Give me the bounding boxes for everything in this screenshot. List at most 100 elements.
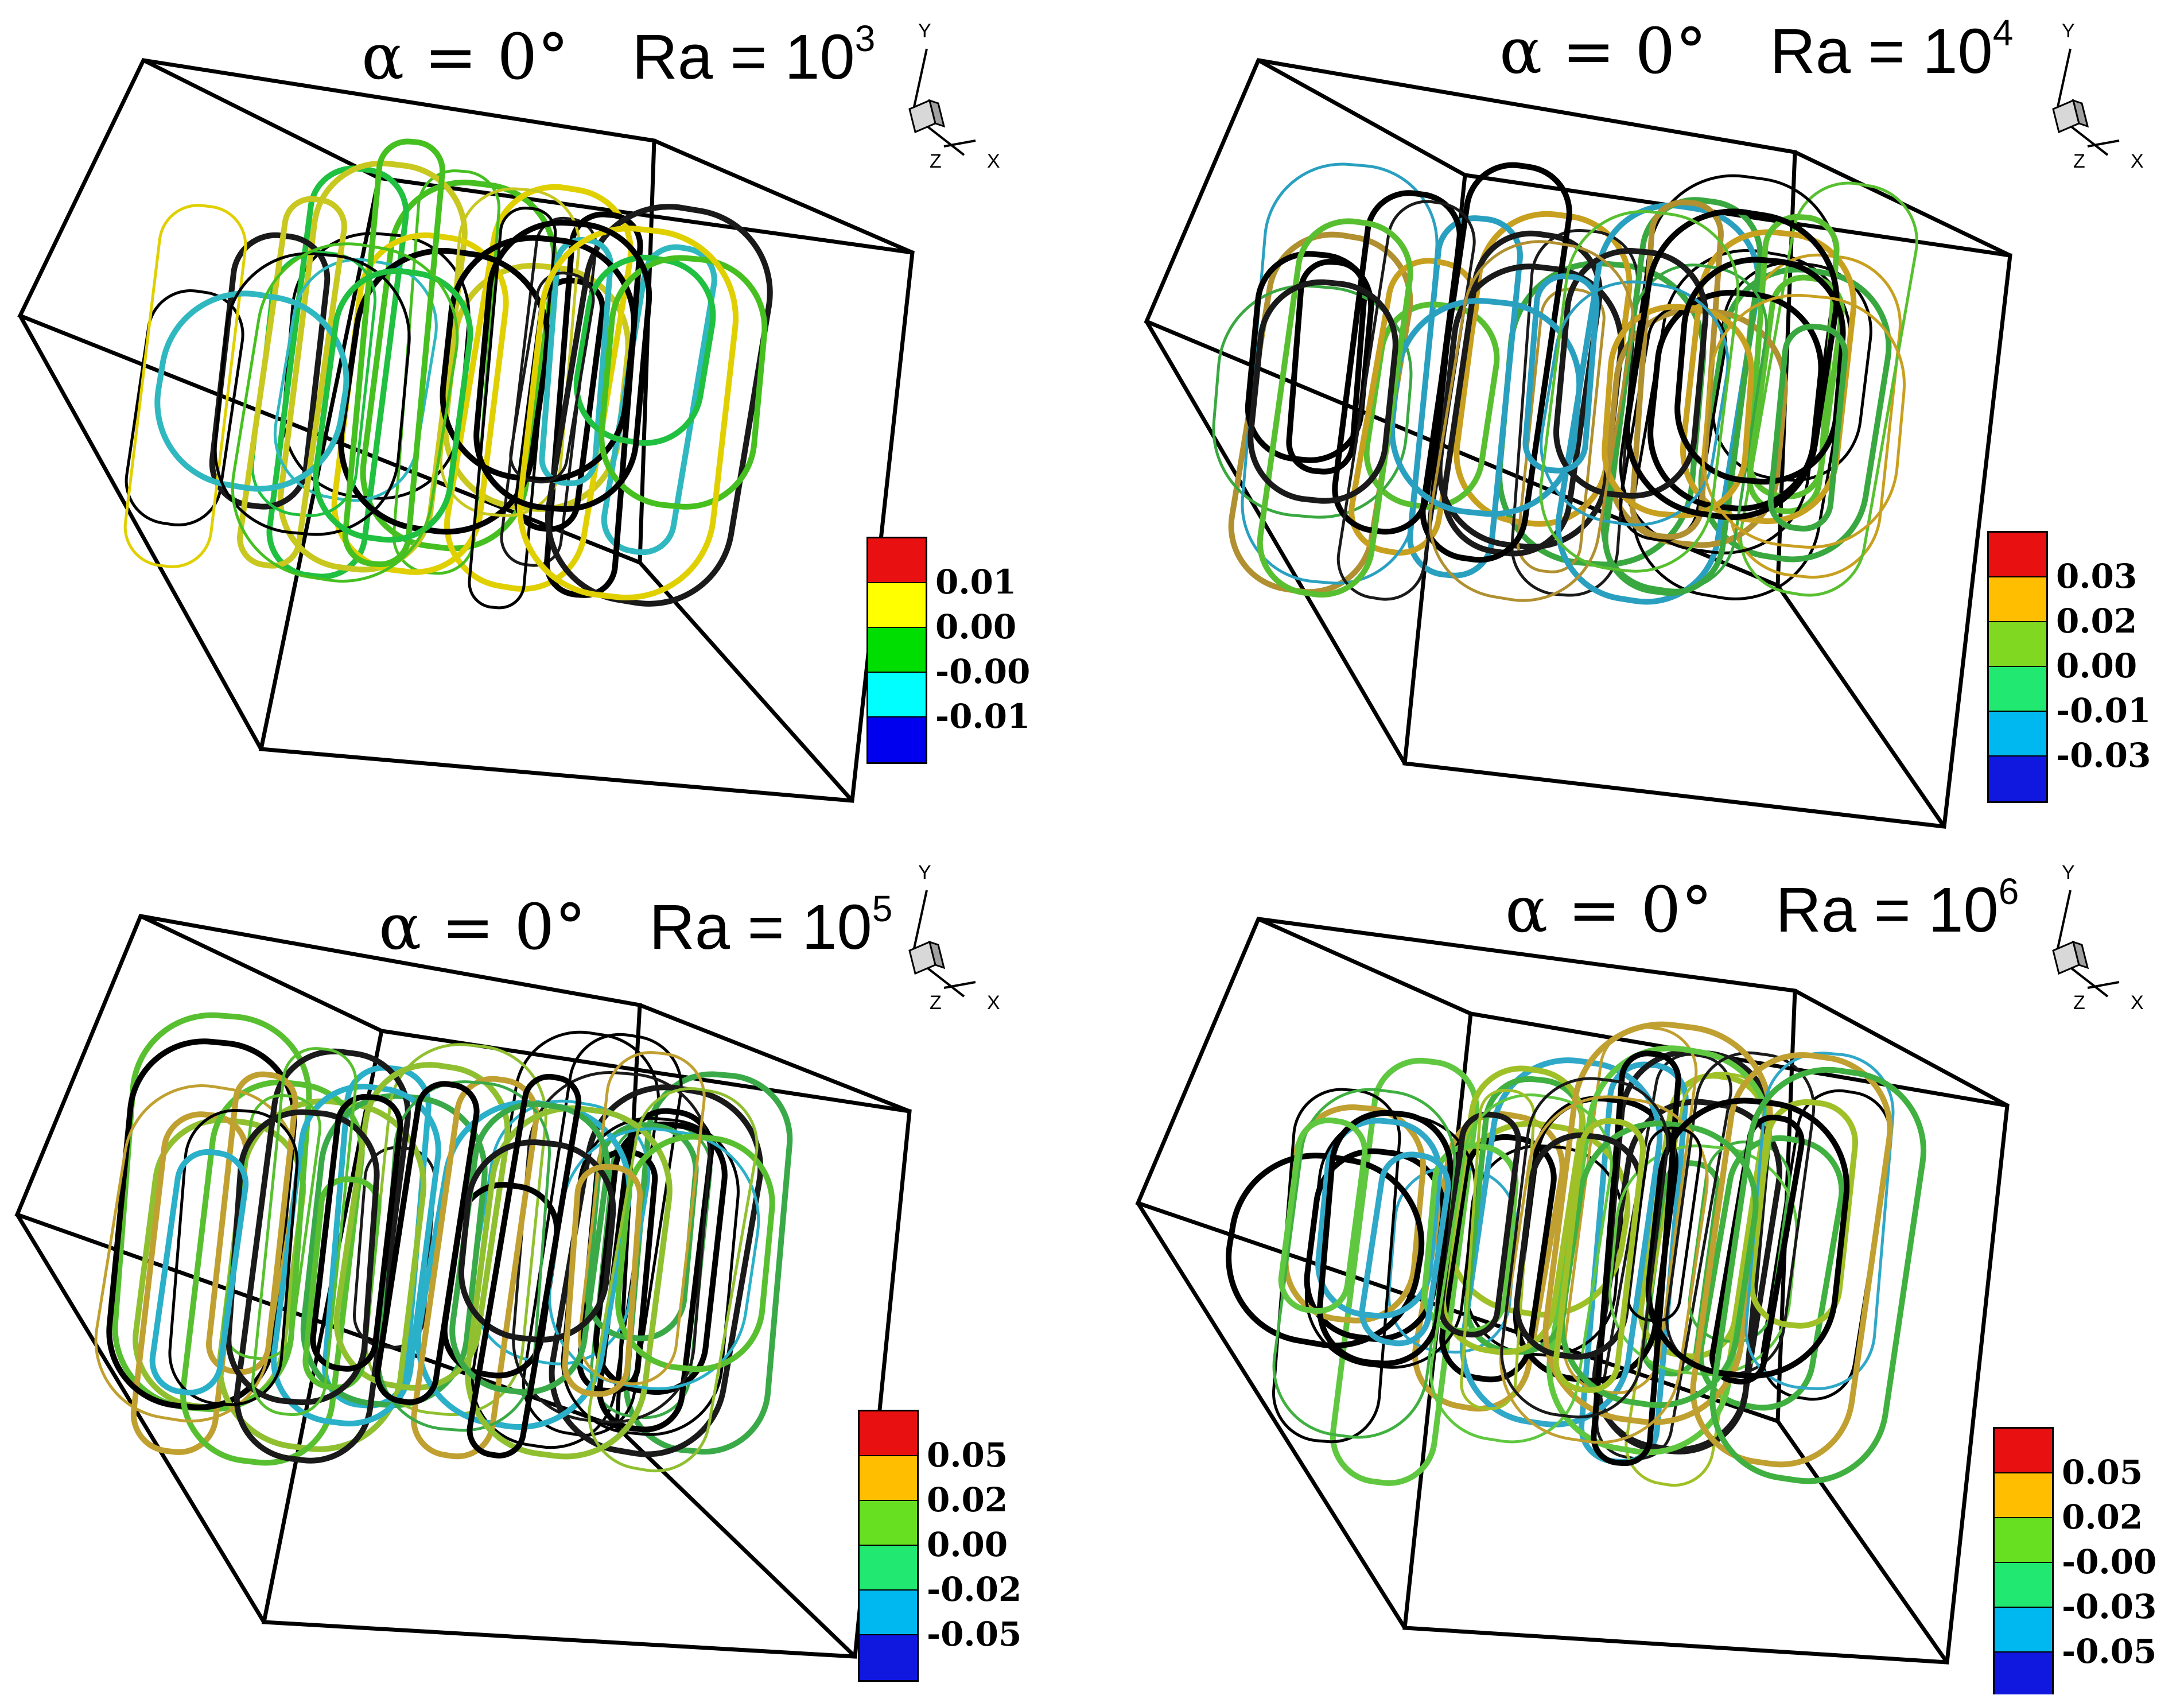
legend-swatch: [868, 628, 926, 673]
legend-swatch: [860, 1546, 917, 1591]
axis-triad: Y Z X: [2052, 862, 2144, 1014]
legend-swatch: [1989, 667, 2046, 712]
streamline-loop: [1212, 284, 1413, 519]
y-axis-label: Y: [2062, 862, 2075, 883]
streamline-loop: [1245, 251, 1374, 463]
streamline-loop: [1278, 1117, 1368, 1314]
streamline-loop: [465, 1105, 673, 1460]
streamline-loop: [1500, 1077, 1669, 1419]
legend-swatch: [1989, 712, 2046, 757]
streamline-loop: [473, 219, 652, 512]
panel-ra-1e6: α = 0° Ra = 106 Y Z X 0.05 0.02 -0.00 -0.03…: [1092, 847, 2184, 1694]
streamline-loop: [1286, 259, 1368, 475]
panel-title: α = 0° Ra = 104: [1499, 11, 2013, 103]
streamline-loop: [468, 206, 557, 610]
legend-swatch: [868, 538, 926, 583]
z-axis-label: Z: [930, 150, 942, 172]
streamline-loop: [310, 1093, 403, 1372]
streamline-loop: [313, 268, 473, 543]
streamlines: [1226, 1021, 1926, 1487]
legend-label: 0.02: [2056, 602, 2138, 641]
streamline-loop: [1522, 273, 1600, 474]
streamline-loop: [1739, 181, 1918, 597]
y-axis-label: Y: [918, 862, 931, 883]
streamline-scene: [17, 58, 915, 803]
legend-label: -0.02: [927, 1570, 1022, 1609]
streamline-loop: [1690, 1052, 1893, 1468]
legend-swatch: [1995, 1429, 2052, 1473]
legend-label: -0.03: [2062, 1587, 2157, 1626]
streamline-loop: [374, 1081, 480, 1405]
streamline-loop: [1767, 323, 1848, 532]
panel-title: α = 0° Ra = 106: [1505, 870, 2019, 962]
streamline-loop: [360, 179, 558, 552]
legend-color-bar: [1987, 531, 2048, 803]
ra-exponent: 6: [1998, 871, 2019, 912]
z-axis-label: Z: [2073, 992, 2085, 1014]
streamline-loop: [1420, 162, 1572, 563]
panel-title: α = 0° Ra = 105: [379, 887, 892, 979]
streamline-loop: [599, 255, 768, 510]
streamline-loop: [231, 242, 459, 583]
alpha-label: α = 0°: [1505, 873, 1713, 947]
legend-swatch: [860, 1635, 917, 1680]
streamline-loop: [123, 204, 247, 568]
legend-label: -0.03: [2056, 736, 2151, 775]
legend-label: 0.05: [2062, 1453, 2143, 1492]
streamline-loop: [234, 1048, 411, 1464]
streamline-loop: [149, 1149, 249, 1396]
streamline-loop: [1559, 1120, 1759, 1409]
streamline-loop: [458, 1139, 616, 1343]
ra-exponent: 3: [854, 18, 876, 59]
legend-swatch: [1995, 1653, 2052, 1694]
streamline-loop: [410, 1076, 539, 1460]
streamline-loop: [94, 1084, 298, 1423]
panel-ra-1e3: α = 0° Ra = 103 Y Z X 0.01 0.00 -0.00 -0.01: [0, 0, 1092, 847]
legend-label: -0.05: [927, 1615, 1022, 1654]
streamline-loop: [125, 289, 244, 527]
legend-label: -0.00: [935, 652, 1031, 691]
panel-title: α = 0° Ra = 103: [362, 17, 875, 109]
streamline-loop: [467, 1073, 582, 1459]
streamline-loop: [1540, 280, 1730, 527]
legend-label: 0.00: [927, 1525, 1008, 1564]
streamline-loop: [251, 1047, 357, 1417]
streamline-loop: [1748, 1099, 1859, 1329]
streamline-loop: [1553, 248, 1709, 499]
streamline-loop: [1553, 1118, 1646, 1394]
streamlines: [1212, 162, 1918, 605]
legend-label: -0.00: [2062, 1542, 2157, 1581]
streamline-loop: [1359, 1151, 1451, 1347]
x-axis-label: X: [987, 992, 1000, 1014]
legend-color-bar: [866, 537, 927, 764]
streamline-loop: [1441, 230, 1603, 557]
legend-swatch: [1995, 1473, 2052, 1518]
streamline-loop: [333, 1062, 511, 1391]
legend-label: 0.03: [2056, 557, 2138, 596]
alpha-label: α = 0°: [1499, 14, 1707, 88]
x-axis-label: X: [2131, 992, 2144, 1014]
streamline-loop: [1647, 289, 1824, 511]
legend-swatch: [1995, 1608, 2052, 1653]
axis-triad: Y Z X: [908, 862, 1000, 1014]
streamline-loop: [1226, 1153, 1425, 1349]
legend-swatch: [860, 1591, 917, 1635]
legend-label: 0.01: [935, 563, 1017, 602]
streamline-loop: [1516, 288, 1606, 573]
ra-label: Ra = 106: [1775, 871, 2019, 945]
ra-label: Ra = 104: [1770, 12, 2014, 87]
alpha-label: α = 0°: [379, 890, 586, 964]
legend-label: -0.01: [2056, 691, 2151, 730]
legend-swatch: [860, 1411, 917, 1456]
streamline-loop: [545, 204, 773, 607]
streamline-loop: [1317, 1110, 1454, 1367]
streamline-loop: [1624, 208, 1840, 521]
streamline-loop: [1697, 1135, 1845, 1411]
legend-swatch: [860, 1501, 917, 1546]
legend-swatch: [860, 1456, 917, 1501]
streamline-loop: [1499, 1095, 1709, 1444]
alpha-label: α = 0°: [362, 20, 569, 94]
streamlines: [94, 1012, 793, 1473]
legend-label: 0.00: [2056, 646, 2138, 685]
